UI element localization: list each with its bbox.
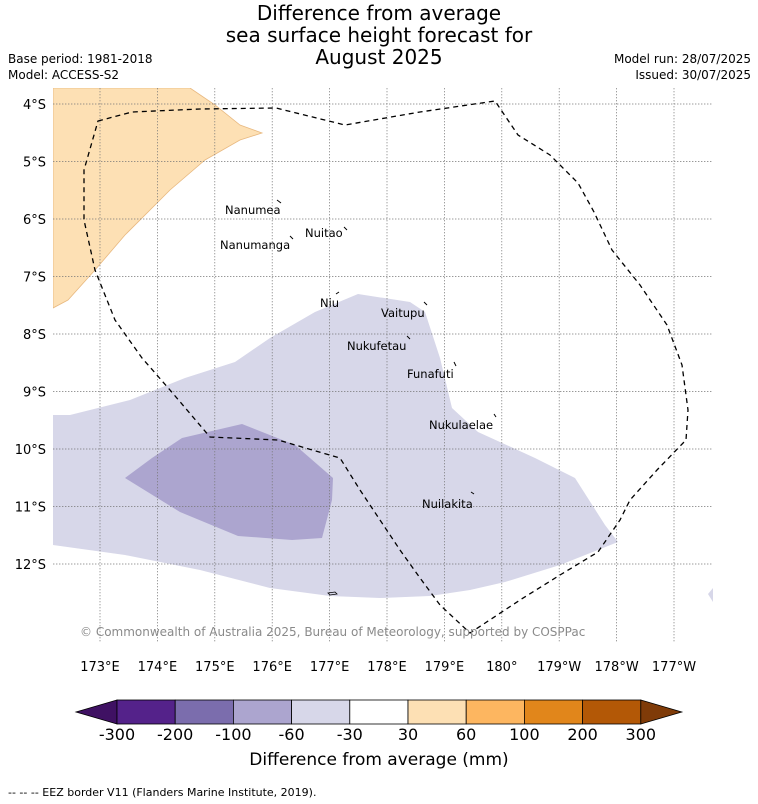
latitude-label: 10°S bbox=[15, 443, 46, 458]
colorbar-segment bbox=[582, 699, 642, 725]
island-label-niu: Niu bbox=[320, 296, 339, 310]
colorbar-tick-label: 200 bbox=[567, 725, 598, 744]
colorbar-boxes bbox=[74, 699, 684, 725]
base-period-text: Base period: 1981-2018 bbox=[8, 52, 153, 66]
latitude-label: 6°S bbox=[23, 213, 46, 228]
light-negative-anomaly-edge bbox=[708, 588, 713, 602]
latitude-labels: 4°S 5°S 6°S 7°S 8°S 9°S 10°S 11°S 12°S bbox=[15, 98, 46, 573]
colorbar-segment bbox=[407, 699, 467, 725]
nanumanga-marker bbox=[289, 235, 294, 240]
latitude-label: 5°S bbox=[23, 156, 46, 171]
colorbar-segment bbox=[174, 699, 234, 725]
island-label-nuilakita: Nuilakita bbox=[422, 497, 473, 511]
latitude-label: 9°S bbox=[23, 386, 46, 401]
colorbar-tick-label: -100 bbox=[215, 725, 252, 744]
colorbar-segment bbox=[524, 699, 584, 725]
nuilakita-marker bbox=[470, 491, 475, 495]
island-label-funafuti: Funafuti bbox=[407, 367, 454, 381]
funafuti-marker bbox=[453, 361, 457, 367]
colorbar-tick-label: 100 bbox=[509, 725, 540, 744]
chart-title-line-1: Difference from average bbox=[256, 1, 502, 25]
longitude-label: 177°E bbox=[310, 660, 350, 675]
nuitao-marker bbox=[343, 226, 348, 231]
light-negative-anomaly-region bbox=[53, 294, 618, 598]
colorbar-tick-label: 60 bbox=[456, 725, 477, 744]
nukulaelae-marker bbox=[493, 413, 497, 418]
longitude-label: 179°W bbox=[537, 660, 581, 675]
copyright-notice: © Commonwealth of Australia 2025, Bureau… bbox=[80, 625, 585, 639]
positive-anomaly-region bbox=[53, 88, 264, 309]
island-label-nanumea: Nanumea bbox=[225, 203, 281, 217]
longitude-label: 174°E bbox=[138, 660, 178, 675]
longitude-label: 180° bbox=[486, 660, 517, 675]
longitude-label: 178°E bbox=[367, 660, 407, 675]
gridlines bbox=[53, 88, 713, 643]
island-label-nukulaelae: Nukulaelae bbox=[429, 418, 493, 432]
colorbar-segment bbox=[465, 699, 525, 725]
latitude-label: 8°S bbox=[23, 328, 46, 343]
nanumea-marker bbox=[276, 199, 282, 204]
colorbar-tick-label: -30 bbox=[336, 725, 363, 744]
longitude-label: 175°E bbox=[195, 660, 235, 675]
island-label-nanumanga: Nanumanga bbox=[220, 238, 290, 252]
chart-title-line-2: sea surface height forecast for bbox=[225, 23, 533, 47]
issued-text: Issued: 30/07/2025 bbox=[635, 68, 751, 82]
colorbar bbox=[74, 699, 684, 725]
latitude-label: 11°S bbox=[15, 501, 46, 516]
island-label-nukufetau: Nukufetau bbox=[347, 339, 406, 353]
nukufetau-marker bbox=[406, 335, 411, 340]
colorbar-extend-low bbox=[74, 699, 118, 725]
eez-border bbox=[83, 100, 689, 634]
longitude-labels: 173°E 174°E 175°E 176°E 177°E 178°E 179°E 180° 1… bbox=[80, 660, 696, 675]
niu-marker bbox=[335, 291, 340, 295]
colorbar-segment bbox=[291, 699, 351, 725]
colorbar-tick-label: 30 bbox=[397, 725, 419, 744]
chart-title-line-3: August 2025 bbox=[315, 45, 443, 69]
model-text: Model: ACCESS-S2 bbox=[8, 68, 120, 82]
latitude-label: 7°S bbox=[23, 271, 46, 286]
map-canvas: Nanumea Nuitao Nanumanga Niu Vaitupu Nuk… bbox=[15, 88, 713, 675]
model-run-text: Model run: 28/07/2025 bbox=[613, 52, 751, 66]
colorbar-segment bbox=[116, 699, 176, 725]
island-label-nuitao: Nuitao bbox=[305, 226, 343, 240]
colorbar-tick-label: -200 bbox=[157, 725, 194, 744]
longitude-label: 176°E bbox=[252, 660, 292, 675]
colorbar-extend-high bbox=[640, 699, 684, 725]
colorbar-tick-label: 300 bbox=[625, 725, 657, 744]
colorbar-tick-label: -60 bbox=[278, 725, 305, 744]
small-reef-marker bbox=[327, 591, 338, 596]
moderate-negative-anomaly-region bbox=[125, 424, 333, 540]
latitude-label: 12°S bbox=[15, 558, 46, 573]
longitude-label: 179°E bbox=[425, 660, 465, 675]
island-markers bbox=[276, 199, 497, 596]
latitude-label: 4°S bbox=[23, 98, 46, 113]
vaitupu-marker bbox=[423, 301, 428, 306]
longitude-label: 178°W bbox=[595, 660, 639, 675]
longitude-label: 173°E bbox=[80, 660, 120, 675]
colorbar-title: Difference from average (mm) bbox=[249, 750, 509, 770]
colorbar-segment bbox=[232, 699, 292, 725]
colorbar-tick-label: -300 bbox=[98, 725, 136, 744]
island-label-vaitupu: Vaitupu bbox=[381, 306, 425, 320]
eez-border-footnote: -- -- -- EEZ border V11 (Flanders Marine… bbox=[8, 786, 317, 799]
colorbar-segment bbox=[349, 699, 409, 725]
longitude-label: 177°W bbox=[652, 660, 696, 675]
